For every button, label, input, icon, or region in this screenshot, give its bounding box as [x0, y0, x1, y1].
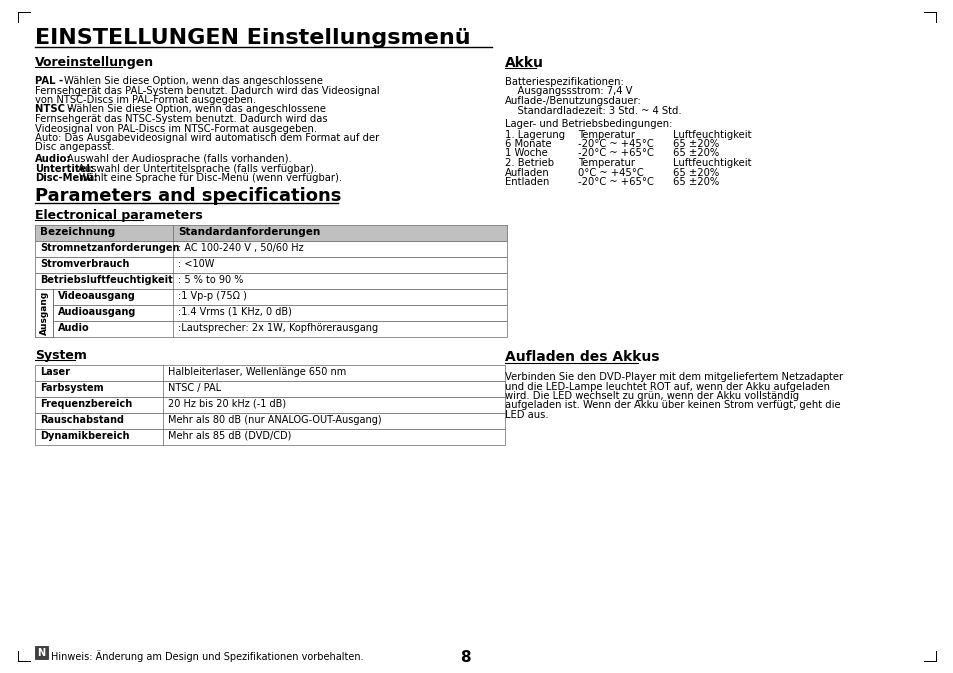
- Text: 1 Woche: 1 Woche: [504, 149, 547, 159]
- Text: Wählen Sie diese Option, wenn das angeschlossene: Wählen Sie diese Option, wenn das angesc…: [64, 76, 323, 86]
- Bar: [35, 413, 504, 429]
- Text: : AC 100-240 V , 50/60 Hz: : AC 100-240 V , 50/60 Hz: [178, 243, 303, 253]
- Text: Bezeichnung: Bezeichnung: [40, 227, 115, 237]
- Text: Betriebsluftfeuchtigkeit: Betriebsluftfeuchtigkeit: [40, 275, 172, 285]
- Text: 2. Betrieb: 2. Betrieb: [504, 158, 554, 168]
- Text: -20°C ~ +65°C: -20°C ~ +65°C: [578, 177, 653, 187]
- Text: Fernsehgerät das NTSC-System benutzt. Dadurch wird das: Fernsehgerät das NTSC-System benutzt. Da…: [35, 114, 327, 124]
- Text: Aufladen: Aufladen: [504, 168, 549, 178]
- Text: Voreinstellungen: Voreinstellungen: [35, 56, 154, 69]
- Text: Mehr als 85 dB (DVD/CD): Mehr als 85 dB (DVD/CD): [168, 431, 291, 441]
- Bar: [35, 257, 506, 273]
- Text: Parameters and specifications: Parameters and specifications: [35, 187, 341, 205]
- Text: Akku: Akku: [504, 56, 543, 70]
- Text: Wählt eine Sprache für Disc-Menü (wenn verfügbar).: Wählt eine Sprache für Disc-Menü (wenn v…: [79, 173, 342, 183]
- Text: Lager- und Betriebsbedingungen:: Lager- und Betriebsbedingungen:: [504, 119, 672, 129]
- Text: Batteriespezifikationen:: Batteriespezifikationen:: [504, 77, 623, 87]
- Bar: [35, 225, 506, 241]
- Text: LED aus.: LED aus.: [504, 410, 548, 420]
- Bar: [35, 397, 504, 413]
- Text: aufgeladen ist. Wenn der Akku über keinen Strom verfügt, geht die: aufgeladen ist. Wenn der Akku über keine…: [504, 400, 840, 411]
- Text: NTSC / PAL: NTSC / PAL: [168, 383, 221, 393]
- Text: Entladen: Entladen: [504, 177, 549, 187]
- Text: Ausgang: Ausgang: [39, 291, 49, 335]
- Bar: [35, 305, 506, 321]
- Text: NTSC -: NTSC -: [35, 104, 72, 114]
- Text: EINSTELLUNGEN Einstellungsmenü: EINSTELLUNGEN Einstellungsmenü: [35, 28, 470, 48]
- Text: Auswahl der Untertitelsprache (falls verfügbar).: Auswahl der Untertitelsprache (falls ver…: [78, 164, 316, 174]
- Bar: [35, 381, 504, 397]
- Text: Dynamikbereich: Dynamikbereich: [40, 431, 130, 441]
- Text: 8: 8: [459, 650, 470, 665]
- Text: -20°C ~ +65°C: -20°C ~ +65°C: [578, 149, 653, 159]
- Text: Disc angepasst.: Disc angepasst.: [35, 143, 114, 153]
- Bar: [35, 289, 506, 305]
- Text: :Lautsprecher: 2x 1W, Kopfhörerausgang: :Lautsprecher: 2x 1W, Kopfhörerausgang: [178, 323, 377, 333]
- Bar: [35, 646, 48, 659]
- Text: Fernsehgerät das PAL-System benutzt. Dadurch wird das Videosignal: Fernsehgerät das PAL-System benutzt. Dad…: [35, 85, 379, 96]
- Text: Ausgangssstrom: 7,4 V: Ausgangssstrom: 7,4 V: [504, 87, 632, 96]
- Text: -20°C ~ +45°C: -20°C ~ +45°C: [578, 139, 653, 149]
- Text: PAL -: PAL -: [35, 76, 63, 86]
- Text: Temperatur: Temperatur: [578, 158, 635, 168]
- Text: Laser: Laser: [40, 367, 70, 377]
- Text: Aufladen des Akkus: Aufladen des Akkus: [504, 350, 659, 364]
- Text: 0°C ~ +45°C: 0°C ~ +45°C: [578, 168, 643, 178]
- Bar: [35, 429, 504, 445]
- Text: 65 ±20%: 65 ±20%: [672, 139, 719, 149]
- Text: Untertitel:: Untertitel:: [35, 164, 94, 174]
- Text: wird. Die LED wechselt zu grün, wenn der Akku vollständig: wird. Die LED wechselt zu grün, wenn der…: [504, 391, 799, 401]
- Text: Temperatur: Temperatur: [578, 129, 635, 139]
- Bar: [35, 289, 53, 337]
- Bar: [35, 321, 506, 337]
- Text: Luftfeuchtigkeit: Luftfeuchtigkeit: [672, 129, 751, 139]
- Text: Mehr als 80 dB (nur ANALOG-OUT-Ausgang): Mehr als 80 dB (nur ANALOG-OUT-Ausgang): [168, 415, 381, 425]
- Text: System: System: [35, 349, 87, 362]
- Text: und die LED-Lampe leuchtet ROT auf, wenn der Akku aufgeladen: und die LED-Lampe leuchtet ROT auf, wenn…: [504, 382, 829, 392]
- Text: Standardanforderungen: Standardanforderungen: [178, 227, 320, 237]
- Text: Stromnetzanforderungen: Stromnetzanforderungen: [40, 243, 179, 253]
- Text: Halbleiterlaser, Wellenlänge 650 nm: Halbleiterlaser, Wellenlänge 650 nm: [168, 367, 346, 377]
- Text: : 5 % to 90 %: : 5 % to 90 %: [178, 275, 243, 285]
- Text: Auswahl der Audiosprache (falls vorhanden).: Auswahl der Audiosprache (falls vorhande…: [67, 154, 292, 164]
- Text: Rauschabstand: Rauschabstand: [40, 415, 124, 425]
- Text: Farbsystem: Farbsystem: [40, 383, 104, 393]
- Bar: [35, 273, 506, 289]
- Text: N: N: [37, 647, 46, 658]
- Text: Luftfeuchtigkeit: Luftfeuchtigkeit: [672, 158, 751, 168]
- Text: von NTSC-Discs im PAL-Format ausgegeben.: von NTSC-Discs im PAL-Format ausgegeben.: [35, 95, 255, 105]
- Text: Videosignal von PAL-Discs im NTSC-Format ausgegeben.: Videosignal von PAL-Discs im NTSC-Format…: [35, 124, 316, 133]
- Text: Auto: Das Ausgabevideosignal wird automatisch dem Format auf der: Auto: Das Ausgabevideosignal wird automa…: [35, 133, 379, 143]
- Text: Verbinden Sie den DVD-Player mit dem mitgeliefertem Netzadapter: Verbinden Sie den DVD-Player mit dem mit…: [504, 372, 842, 382]
- Text: Frequenzbereich: Frequenzbereich: [40, 399, 132, 409]
- Text: 65 ±20%: 65 ±20%: [672, 177, 719, 187]
- Text: Standardladezeit: 3 Std. ~ 4 Std.: Standardladezeit: 3 Std. ~ 4 Std.: [504, 106, 680, 116]
- Text: : <10W: : <10W: [178, 259, 214, 269]
- Text: Disc-Menü:: Disc-Menü:: [35, 173, 97, 183]
- Text: 20 Hz bis 20 kHz (-1 dB): 20 Hz bis 20 kHz (-1 dB): [168, 399, 286, 409]
- Text: 65 ±20%: 65 ±20%: [672, 149, 719, 159]
- Text: Audioausgang: Audioausgang: [58, 307, 136, 317]
- Text: Audio:: Audio:: [35, 154, 71, 164]
- Text: Wählen Sie diese Option, wenn das angeschlossene: Wählen Sie diese Option, wenn das angesc…: [67, 104, 326, 114]
- Text: 1. Lagerung: 1. Lagerung: [504, 129, 564, 139]
- Text: Hinweis: Änderung am Design und Spezifikationen vorbehalten.: Hinweis: Änderung am Design und Spezifik…: [51, 650, 363, 662]
- Text: Auflade-/Benutzungsdauer:: Auflade-/Benutzungsdauer:: [504, 96, 641, 106]
- Bar: [35, 241, 506, 257]
- Text: :1 Vp-p (75Ω ): :1 Vp-p (75Ω ): [178, 291, 247, 301]
- Text: :1.4 Vrms (1 KHz, 0 dB): :1.4 Vrms (1 KHz, 0 dB): [178, 307, 292, 317]
- Text: Stromverbrauch: Stromverbrauch: [40, 259, 130, 269]
- Text: 65 ±20%: 65 ±20%: [672, 168, 719, 178]
- Text: 6 Monate: 6 Monate: [504, 139, 551, 149]
- Bar: [35, 365, 504, 381]
- Text: Electronical parameters: Electronical parameters: [35, 209, 203, 222]
- Text: Audio: Audio: [58, 323, 90, 333]
- Text: Videoausgang: Videoausgang: [58, 291, 135, 301]
